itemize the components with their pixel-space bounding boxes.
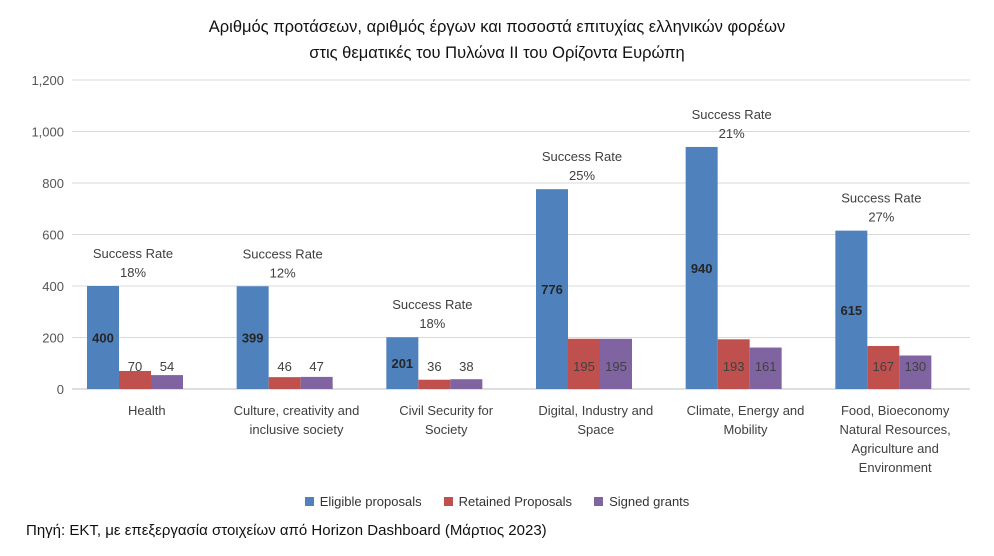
- x-tick-label: Food, Bioeconomy: [841, 403, 950, 418]
- data-label-eligible: 940: [691, 261, 713, 276]
- y-tick-label: 1,200: [31, 73, 64, 88]
- bar-signed: [450, 379, 483, 389]
- bar-retained: [568, 338, 600, 389]
- legend-item-signed: Signed grants: [594, 494, 689, 509]
- success-rate-label: Success Rate: [243, 246, 323, 261]
- bar-eligible: [685, 146, 718, 389]
- x-tick-label: Digital, Industry and: [538, 403, 653, 418]
- success-rate-label: Success Rate: [392, 297, 472, 312]
- x-tick-label: Civil Security for: [399, 403, 494, 418]
- bar-retained: [268, 377, 301, 389]
- x-tick-label: Natural Resources,: [840, 422, 951, 437]
- chart-title: Αριθμός προτάσεων, αριθμός έργων και ποσ…: [0, 14, 994, 66]
- success-rate-value: 27%: [868, 210, 894, 225]
- legend-item-eligible: Eligible proposals: [304, 494, 422, 509]
- bar-signed: [749, 347, 782, 389]
- bar-signed: [899, 355, 932, 389]
- x-tick-label: inclusive society: [250, 422, 344, 437]
- bar-signed: [151, 375, 183, 389]
- x-tick-label: Society: [425, 422, 468, 437]
- x-tick-label: Environment: [859, 460, 932, 475]
- data-label-signed: 130: [904, 359, 926, 374]
- data-label-signed: 47: [309, 359, 323, 374]
- x-tick-label: Agriculture and: [851, 441, 938, 456]
- x-tick-label: Mobility: [723, 422, 768, 437]
- success-rate-value: 18%: [419, 316, 445, 331]
- data-label-eligible: 400: [92, 331, 114, 346]
- data-label-retained: 195: [573, 359, 595, 374]
- success-rate-value: 18%: [120, 265, 146, 280]
- x-tick-label: Health: [128, 403, 166, 418]
- bar-retained: [717, 339, 750, 389]
- bar-retained: [418, 379, 451, 389]
- chart-title-line-2: στις θεματικές του Πυλώνα ΙΙ του Ορίζοντ…: [309, 44, 685, 62]
- data-label-retained: 70: [128, 359, 142, 374]
- success-rate-label: Success Rate: [93, 246, 173, 261]
- legend-label-signed: Signed grants: [609, 494, 690, 509]
- data-label-eligible: 776: [541, 282, 563, 297]
- y-tick-label: 200: [42, 331, 64, 346]
- success-rate-value: 25%: [569, 168, 595, 183]
- data-label-retained: 167: [872, 359, 894, 374]
- success-rate-value: 12%: [270, 265, 296, 280]
- data-label-eligible: 615: [840, 303, 862, 318]
- chart-title-line-1: Αριθμός προτάσεων, αριθμός έργων και ποσ…: [208, 18, 786, 36]
- legend-swatch-retained: [443, 497, 453, 506]
- data-label-signed: 195: [605, 359, 627, 374]
- x-tick-label: Climate, Energy and: [687, 403, 805, 418]
- bar-eligible: [835, 230, 868, 389]
- x-tick-label: Culture, creativity and: [234, 403, 360, 418]
- legend-label-retained: Retained Proposals: [458, 494, 573, 509]
- y-tick-label: 400: [42, 279, 64, 294]
- bar-signed: [600, 338, 632, 389]
- bar-signed: [300, 376, 333, 389]
- bar-retained: [119, 370, 151, 389]
- bar-eligible: [536, 189, 568, 389]
- y-tick-label: 1,000: [31, 125, 64, 140]
- legend-item-retained: Retained Proposals: [443, 494, 573, 509]
- data-label-retained: 36: [427, 359, 441, 374]
- y-tick-label: 0: [57, 382, 64, 397]
- data-label-signed: 54: [160, 359, 174, 374]
- chart-legend: Eligible proposals Retained Proposals Si…: [0, 494, 994, 509]
- data-label-eligible: 201: [391, 356, 413, 371]
- legend-swatch-signed: [594, 497, 604, 506]
- y-tick-label: 600: [42, 228, 64, 243]
- data-label-signed: 38: [459, 359, 473, 374]
- legend-label-eligible: Eligible proposals: [319, 494, 422, 509]
- data-label-eligible: 399: [242, 331, 264, 346]
- bar-eligible: [386, 337, 419, 389]
- data-label-retained: 46: [277, 359, 291, 374]
- success-rate-label: Success Rate: [841, 191, 921, 206]
- success-rate-label: Success Rate: [542, 149, 622, 164]
- source-note: Πηγή: ΕΚΤ, με επεξεργασία στοιχείων από …: [26, 522, 547, 539]
- data-label-signed: 161: [755, 359, 777, 374]
- bar-retained: [867, 345, 900, 389]
- y-tick-label: 800: [42, 176, 64, 191]
- success-rate-value: 21%: [719, 126, 745, 141]
- bar-eligible: [87, 286, 119, 389]
- legend-swatch-eligible: [304, 497, 314, 506]
- success-rate-label: Success Rate: [692, 107, 772, 122]
- data-label-retained: 193: [723, 359, 745, 374]
- x-tick-label: Space: [577, 422, 614, 437]
- bar-eligible: [236, 286, 269, 389]
